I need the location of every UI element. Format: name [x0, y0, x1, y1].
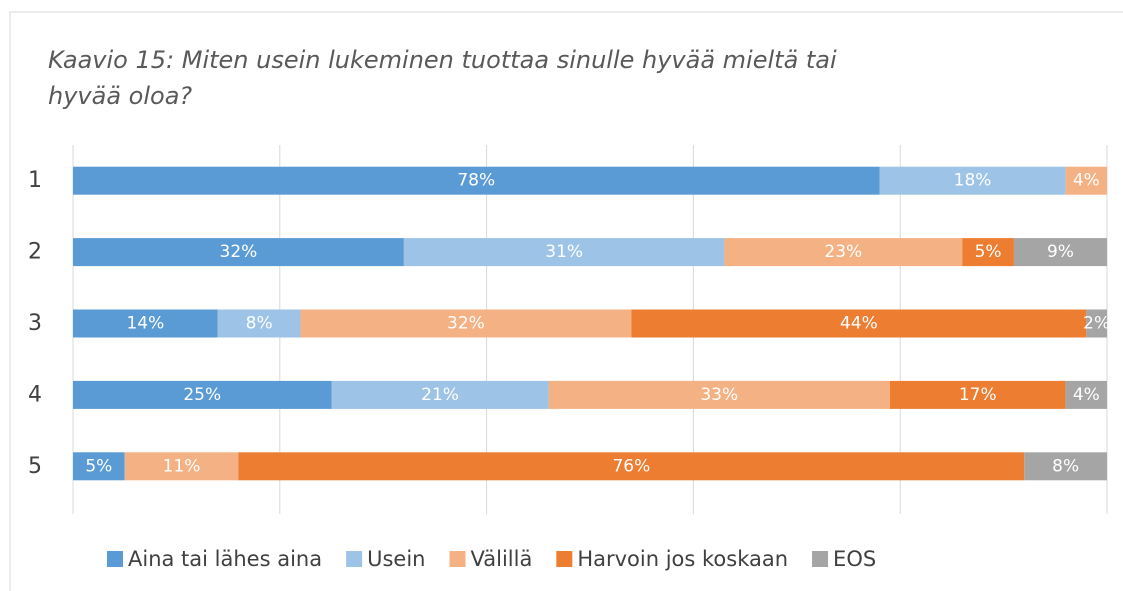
legend-swatch — [556, 551, 573, 567]
data-label: 44% — [840, 314, 878, 334]
data-label: 2% — [1083, 314, 1110, 334]
chart-frame — [9, 11, 1123, 591]
bar-segment — [403, 238, 725, 267]
data-label: 5% — [85, 456, 112, 476]
data-label: 4% — [1073, 171, 1100, 191]
bar-segment — [548, 380, 890, 409]
data-label: 18% — [954, 171, 992, 191]
data-label: 32% — [220, 242, 258, 262]
legend-swatch — [449, 551, 466, 567]
bar-segment — [73, 309, 218, 338]
bar-segment — [331, 380, 549, 409]
bar-segment — [73, 452, 125, 481]
bar-segment — [1065, 380, 1107, 409]
y-tick-label: 5 — [28, 454, 42, 479]
data-label: 5% — [975, 242, 1002, 262]
data-label: 21% — [421, 385, 459, 405]
data-label: 8% — [246, 314, 273, 334]
data-label: 23% — [824, 242, 862, 262]
data-label: 31% — [545, 242, 583, 262]
legend-label: Usein — [367, 547, 425, 571]
data-label: 17% — [959, 385, 997, 405]
data-label: 11% — [163, 456, 201, 476]
bar-segment — [1065, 166, 1107, 195]
data-label: 33% — [700, 385, 738, 405]
legend-label: Välillä — [471, 547, 533, 571]
bar-segment — [73, 238, 404, 267]
data-label: 76% — [612, 456, 650, 476]
y-tick-label: 1 — [28, 168, 42, 193]
chart-title: Kaavio 15: Miten usein lukeminen tuottaa… — [48, 46, 837, 110]
legend-label: Harvoin jos koskaan — [577, 547, 788, 571]
legend-label: Aina tai lähes aina — [128, 547, 322, 571]
data-label: 32% — [447, 314, 485, 334]
bar-segment — [300, 309, 632, 338]
bar-segment — [962, 238, 1014, 267]
bar-segment — [889, 380, 1066, 409]
bar-segment — [238, 452, 1025, 481]
y-tick-label: 2 — [28, 240, 42, 265]
bar-segment — [124, 452, 239, 481]
bar-segment — [217, 309, 301, 338]
data-label: 8% — [1052, 456, 1079, 476]
bar-segment — [73, 380, 332, 409]
bar-segment — [631, 309, 1087, 338]
data-label: 4% — [1073, 385, 1100, 405]
legend-swatch — [346, 551, 363, 567]
data-label: 14% — [126, 314, 164, 334]
legend-swatch — [107, 551, 123, 567]
legend-swatch — [812, 551, 829, 567]
bar-segment — [879, 166, 1066, 195]
data-label: 9% — [1047, 242, 1074, 262]
bar-segment — [1086, 309, 1107, 338]
y-tick-label: 4 — [28, 382, 42, 407]
legend-label: EOS — [833, 547, 876, 571]
data-label: 25% — [183, 385, 221, 405]
bar-segment — [724, 238, 963, 267]
bar-segment — [1024, 452, 1107, 481]
y-tick-label: 3 — [28, 311, 42, 336]
data-label: 78% — [457, 171, 495, 191]
bar-segment — [1013, 238, 1107, 267]
bar-segment — [73, 166, 880, 195]
